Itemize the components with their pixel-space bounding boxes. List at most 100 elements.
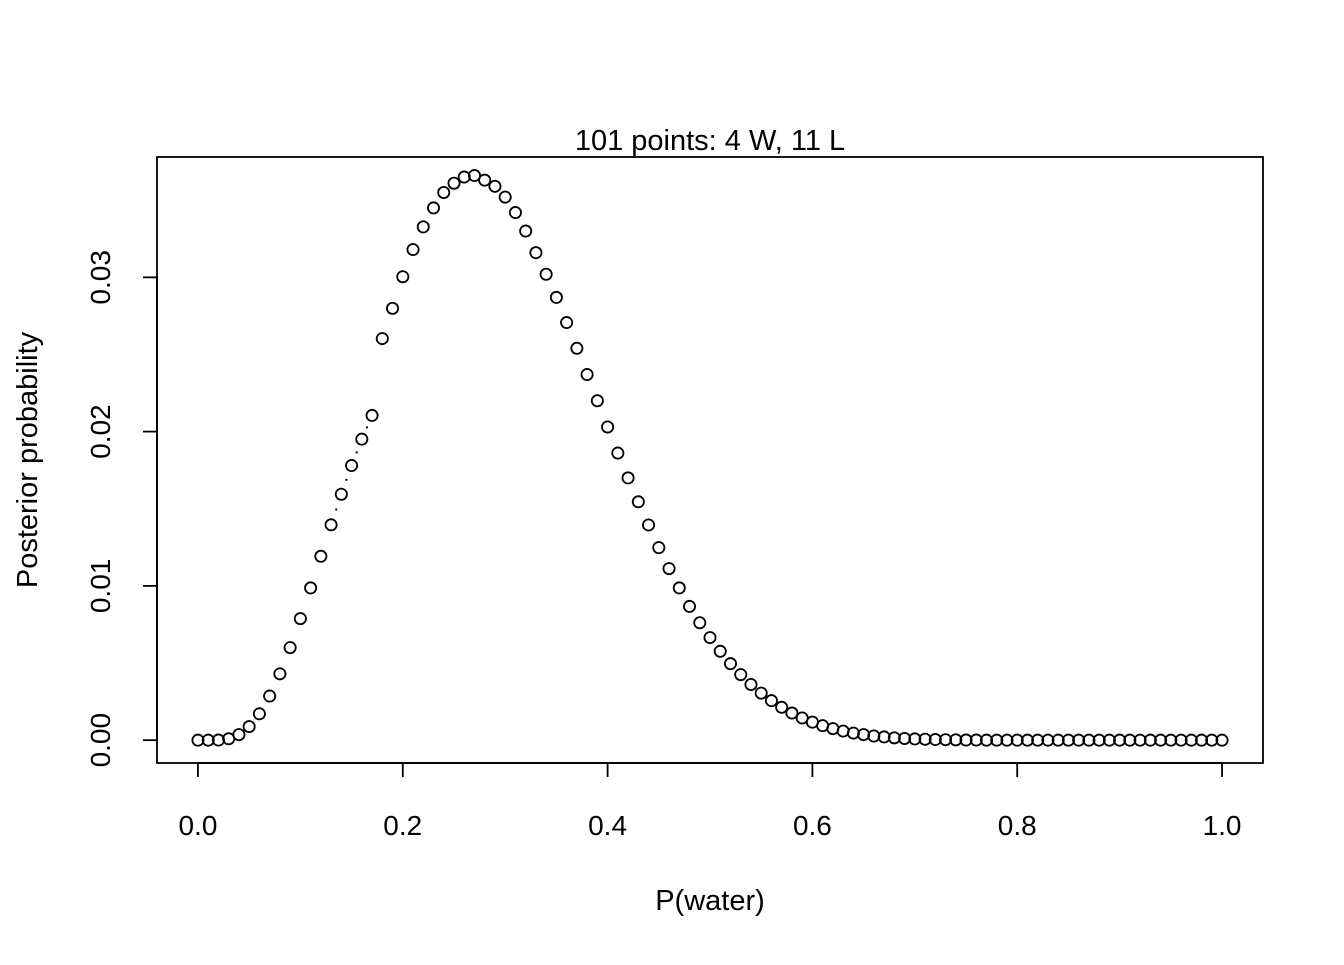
data-point — [365, 408, 379, 422]
x-axis: 0.0 0.2 0.4 0.6 0.8 1.0 — [178, 762, 1242, 841]
x-tick-label: 0.2 — [383, 810, 422, 841]
data-point — [980, 733, 994, 747]
data-point — [314, 549, 328, 563]
data-point — [498, 190, 512, 204]
data-point — [426, 201, 440, 215]
data-point — [590, 394, 604, 408]
data-point — [304, 581, 318, 595]
data-point — [939, 733, 953, 747]
data-point — [611, 446, 625, 460]
data-point — [1102, 733, 1116, 747]
data-point — [467, 169, 481, 183]
data-point — [1123, 733, 1137, 747]
data-point — [1184, 733, 1198, 747]
data-point — [406, 243, 420, 257]
data-point — [478, 173, 492, 187]
x-tick-label: 1.0 — [1203, 810, 1242, 841]
data-point — [662, 562, 676, 576]
data-point — [447, 176, 461, 190]
data-point — [1092, 733, 1106, 747]
data-point — [529, 246, 543, 260]
data-point — [1072, 733, 1086, 747]
data-point — [652, 541, 666, 555]
data-point — [693, 616, 707, 630]
data-point — [283, 641, 297, 655]
x-axis-label: P(water) — [655, 885, 765, 917]
data-point — [734, 668, 748, 682]
data-point — [601, 420, 615, 434]
data-point — [744, 677, 758, 691]
data-point — [324, 518, 338, 532]
data-point — [416, 220, 430, 234]
data-point — [672, 581, 686, 595]
data-point — [1041, 733, 1055, 747]
data-point — [1205, 733, 1219, 747]
data-point — [375, 332, 389, 346]
data-point — [1051, 733, 1065, 747]
data-point — [683, 599, 697, 613]
x-tick-label: 0.6 — [793, 810, 832, 841]
data-point — [1010, 733, 1024, 747]
data-point — [508, 206, 522, 220]
data-point — [918, 732, 932, 746]
data-point — [887, 731, 901, 745]
y-tick-label: 0.03 — [85, 250, 116, 305]
data-points — [191, 169, 1229, 747]
data-point — [273, 667, 287, 681]
data-point — [1215, 733, 1229, 747]
data-point — [908, 732, 922, 746]
data-point — [437, 185, 451, 199]
data-point — [457, 170, 471, 184]
data-point — [836, 724, 850, 738]
data-point — [713, 644, 727, 658]
small-dot — [365, 426, 369, 429]
data-point — [1174, 733, 1188, 747]
data-point — [775, 700, 789, 714]
data-point — [396, 270, 410, 284]
data-point — [1133, 733, 1147, 747]
data-point — [549, 290, 563, 304]
data-point — [1195, 733, 1209, 747]
data-point — [1061, 733, 1075, 747]
data-point — [1143, 733, 1157, 747]
data-point — [580, 368, 594, 382]
small-dot — [335, 508, 338, 511]
data-point — [1000, 733, 1014, 747]
data-point — [1082, 733, 1096, 747]
y-axis-label: Posterior probability — [12, 331, 44, 588]
data-point — [642, 518, 656, 532]
data-point — [846, 726, 860, 740]
data-point — [560, 316, 574, 330]
data-point — [355, 432, 369, 446]
data-point — [232, 728, 246, 742]
small-dot — [355, 451, 358, 454]
data-point — [345, 459, 359, 473]
data-point — [990, 733, 1004, 747]
x-tick-label: 0.0 — [178, 810, 217, 841]
data-point — [1031, 733, 1045, 747]
plot-frame — [156, 156, 1264, 764]
data-point — [488, 179, 502, 193]
data-point — [1113, 733, 1127, 747]
y-axis: 0.00 0.01 0.02 0.03 — [85, 250, 158, 767]
data-point — [785, 706, 799, 720]
data-point — [898, 731, 912, 745]
data-point — [764, 694, 778, 708]
data-point — [621, 471, 635, 485]
data-point — [703, 631, 717, 645]
data-point — [959, 733, 973, 747]
data-point — [252, 707, 266, 721]
data-point — [539, 267, 553, 281]
data-point — [293, 612, 307, 626]
data-point — [1020, 733, 1034, 747]
data-point — [334, 487, 348, 501]
data-point — [191, 733, 205, 747]
x-tick-label: 0.4 — [588, 810, 627, 841]
data-point — [928, 733, 942, 747]
data-point — [1154, 733, 1168, 747]
data-point — [631, 495, 645, 509]
data-point — [201, 733, 215, 747]
small-dot — [345, 478, 348, 482]
